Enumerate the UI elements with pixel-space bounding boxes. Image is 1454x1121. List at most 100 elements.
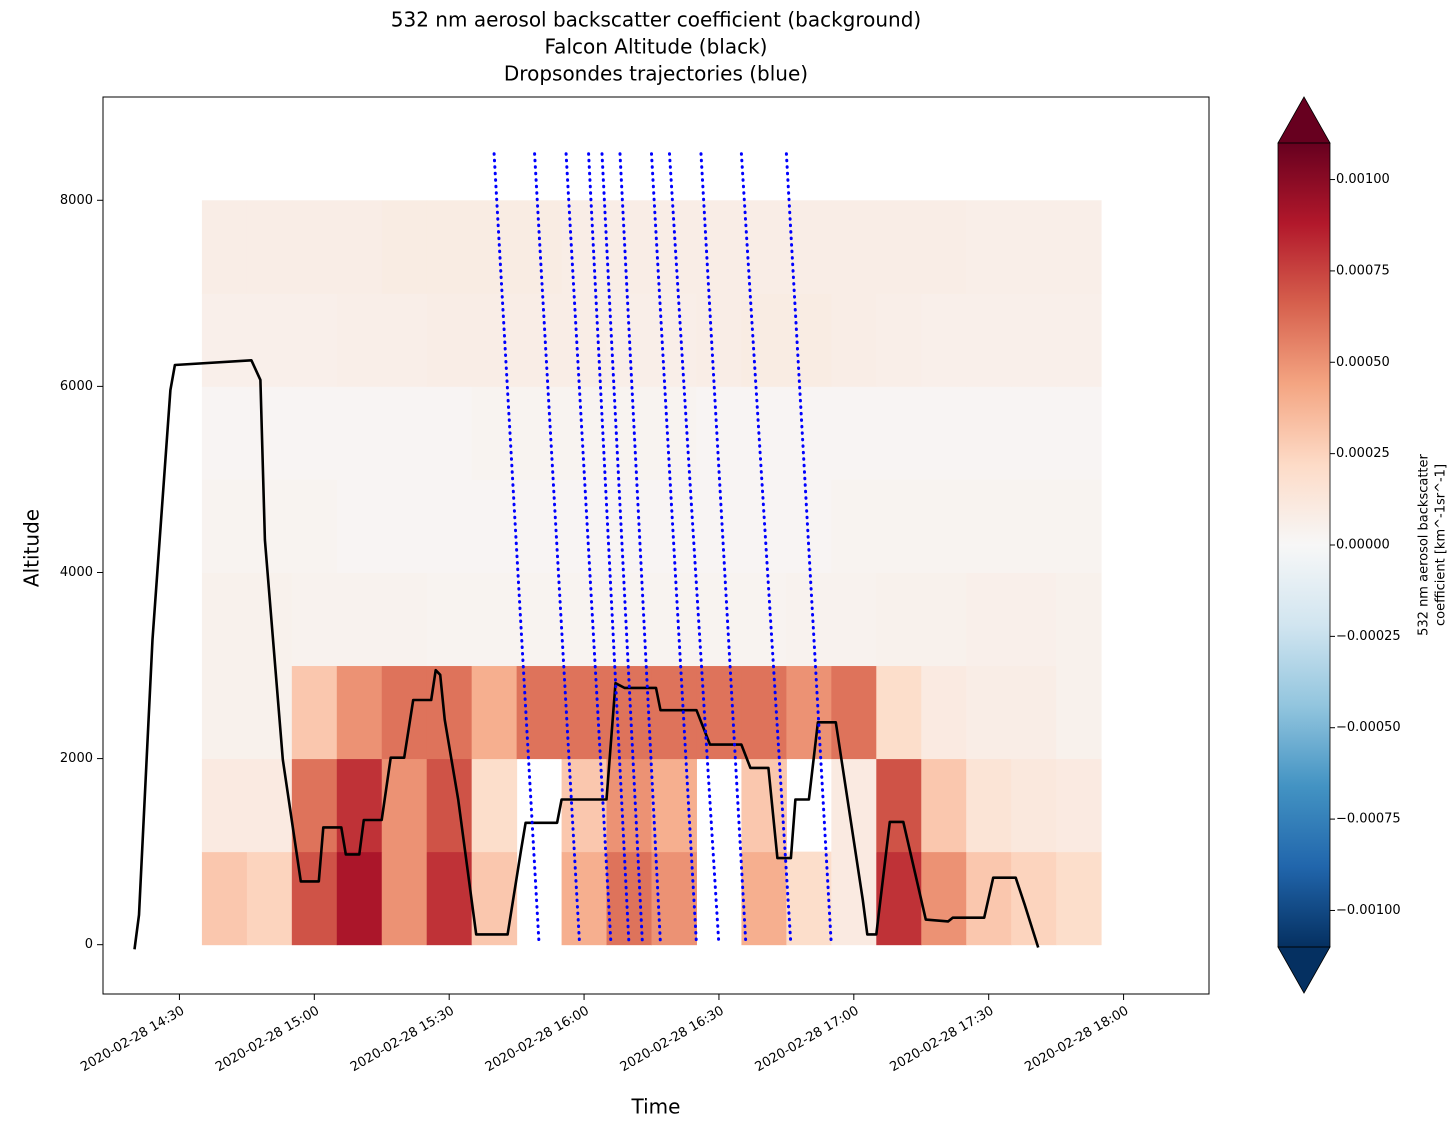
colorbar-tick-label: 0.00000 bbox=[1336, 538, 1390, 553]
heatmap-cell bbox=[966, 386, 1012, 480]
heatmap-cell bbox=[651, 572, 697, 667]
x-tick-label: 2020-02-28 14:30 bbox=[78, 1004, 187, 1076]
heatmap-cell bbox=[246, 200, 293, 294]
heatmap-cell bbox=[741, 758, 787, 853]
heatmap-cell bbox=[651, 851, 697, 946]
heatmap-cell bbox=[426, 851, 473, 946]
heatmap-cell bbox=[876, 572, 922, 667]
colorbar-tick-label: 0.00100 bbox=[1336, 172, 1390, 187]
heatmap-cell bbox=[606, 758, 653, 853]
heatmap-cell bbox=[786, 479, 832, 573]
y-tick-label: 4000 bbox=[60, 565, 93, 580]
heatmap-cell bbox=[246, 293, 293, 387]
heatmap-cell bbox=[786, 200, 832, 294]
heatmap-cell bbox=[606, 479, 653, 573]
colorbar-tick-label: 0.00050 bbox=[1336, 355, 1390, 370]
dropsonde-trajectory bbox=[492, 152, 541, 947]
heatmap-cell bbox=[741, 200, 787, 294]
heatmap-cell bbox=[291, 572, 338, 667]
dropsonde-trajectory bbox=[618, 152, 662, 947]
heatmap-cell bbox=[426, 572, 473, 667]
heatmap-cell bbox=[246, 665, 293, 760]
heatmap-cell bbox=[1056, 572, 1102, 667]
x-tick-label: 2020-02-28 17:30 bbox=[887, 1004, 996, 1076]
heatmap-cell bbox=[831, 293, 877, 387]
heatmap-cell bbox=[561, 758, 608, 853]
heatmap-cell bbox=[336, 200, 383, 294]
heatmap-cell bbox=[381, 293, 428, 387]
colorbar-tick-label: −0.00100 bbox=[1336, 903, 1401, 918]
y-tick-label: 6000 bbox=[60, 379, 93, 394]
heatmap-cell bbox=[696, 572, 742, 667]
heatmap-cell bbox=[651, 758, 697, 853]
heatmap-cell bbox=[651, 665, 697, 760]
heatmap-cell bbox=[246, 386, 293, 480]
heatmap-cell bbox=[1011, 479, 1057, 573]
heatmap-cell bbox=[741, 665, 787, 760]
colorbar-tick-label: −0.00075 bbox=[1336, 812, 1401, 827]
heatmap-cell bbox=[291, 386, 338, 480]
heatmap-cell bbox=[651, 479, 697, 573]
heatmap-cell bbox=[516, 479, 563, 573]
heatmap-cell bbox=[336, 479, 383, 573]
heatmap-cell bbox=[876, 386, 922, 480]
heatmap-cell bbox=[696, 293, 742, 387]
heatmap-cell bbox=[876, 758, 922, 853]
dropsonde-trajectory bbox=[533, 152, 582, 947]
heatmap-cell bbox=[201, 479, 248, 573]
heatmap-cell bbox=[561, 572, 608, 667]
heatmap-cell bbox=[201, 200, 248, 294]
plot-frame bbox=[102, 96, 1210, 995]
heatmap-cell bbox=[471, 851, 518, 946]
heatmap-cell bbox=[336, 572, 383, 667]
heatmap-cell bbox=[966, 758, 1012, 853]
heatmap-cell bbox=[606, 200, 653, 294]
heatmap-cell bbox=[561, 479, 608, 573]
heatmap-cell bbox=[201, 386, 248, 480]
heatmap-cell bbox=[966, 665, 1012, 760]
heatmap-cell bbox=[1056, 758, 1102, 853]
heatmap-cell bbox=[381, 851, 428, 946]
heatmap-cell bbox=[201, 851, 248, 946]
heatmap-cell bbox=[831, 851, 877, 946]
heatmap-cell bbox=[201, 758, 248, 853]
dropsonde-trajectory bbox=[587, 152, 631, 947]
x-tick-label: 2020-02-28 17:00 bbox=[753, 1004, 862, 1076]
heatmap-cell bbox=[1056, 665, 1102, 760]
heatmap-cell bbox=[696, 479, 742, 573]
heatmap-cell bbox=[1011, 200, 1057, 294]
heatmap-cell bbox=[1056, 200, 1102, 294]
heatmap-cell bbox=[786, 386, 832, 480]
x-tick-label: 2020-02-28 15:00 bbox=[213, 1004, 322, 1076]
heatmap-cell bbox=[1056, 479, 1102, 573]
heatmap-cell bbox=[1011, 758, 1057, 853]
heatmap-cell bbox=[651, 200, 697, 294]
dropsonde-trajectory bbox=[600, 152, 644, 947]
colorbar-tick-label: 0.00025 bbox=[1336, 446, 1390, 461]
heatmap-cell bbox=[336, 293, 383, 387]
heatmap-cell bbox=[381, 386, 428, 480]
heatmap-cell bbox=[786, 572, 832, 667]
heatmap-cell bbox=[291, 200, 338, 294]
heatmap-cell bbox=[1011, 572, 1057, 667]
x-tick-label: 2020-02-28 16:30 bbox=[618, 1004, 727, 1076]
heatmap-cell bbox=[336, 851, 383, 946]
x-tick-label: 2020-02-28 16:00 bbox=[483, 1004, 592, 1076]
heatmap-cell bbox=[606, 293, 653, 387]
heatmap-cell bbox=[921, 758, 967, 853]
heatmap-cell bbox=[741, 293, 787, 387]
heatmap-cell bbox=[876, 665, 922, 760]
altitude-line bbox=[133, 359, 1040, 950]
heatmap-cell bbox=[741, 572, 787, 667]
colorbar-tick-label: −0.00025 bbox=[1336, 629, 1401, 644]
heatmap-cell bbox=[741, 851, 787, 946]
dropsonde-trajectory bbox=[668, 152, 721, 947]
heatmap-cell bbox=[786, 851, 832, 946]
heatmap-cell bbox=[246, 479, 293, 573]
x-tick-label: 2020-02-28 18:00 bbox=[1022, 1004, 1131, 1076]
heatmap-cell bbox=[966, 479, 1012, 573]
heatmap-cell bbox=[831, 479, 877, 573]
heatmap-cell bbox=[696, 200, 742, 294]
heatmap-cell bbox=[426, 293, 473, 387]
